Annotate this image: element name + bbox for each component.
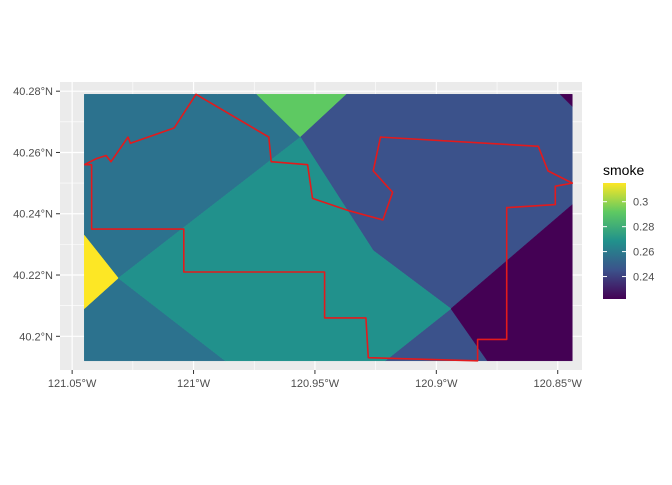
y-tick-label: 40.26°N [13,147,53,159]
y-tick-label: 40.22°N [13,270,53,282]
boundary-outline [83,93,574,362]
x-tick-label: 121.05°W [48,378,97,390]
y-tick-label: 40.24°N [13,209,53,221]
smoke-region-7 [84,234,119,310]
x-tick-label: 120.9°W [415,378,458,390]
x-tick-label: 121°W [177,378,211,390]
legend-break-label: 0.24 [633,272,654,284]
y-tick-label: 40.2°N [19,331,53,343]
legend-break-label: 0.3 [633,197,648,209]
smoke-region-6 [450,204,573,362]
smoke-region-8 [117,136,452,362]
y-axis: 40.2°N 40.22°N 40.24°N 40.26°N 40.28°N [13,86,60,343]
legend-colorbar [603,183,626,299]
legend-break-label: 0.26 [633,247,654,259]
legend: smoke 0.24 0.26 0.28 0.3 [603,162,654,299]
x-tick-label: 120.85°W [534,378,583,390]
legend-breaks: 0.24 0.26 0.28 0.3 [603,197,654,284]
legend-title: smoke [603,162,644,178]
smoke-region-5 [559,94,573,108]
legend-break-label: 0.28 [633,222,654,234]
y-tick-label: 40.28°N [13,86,53,98]
x-axis: 121.05°W 121°W 120.95°W 120.9°W 120.85°W [48,370,583,390]
x-tick-label: 120.95°W [291,378,340,390]
